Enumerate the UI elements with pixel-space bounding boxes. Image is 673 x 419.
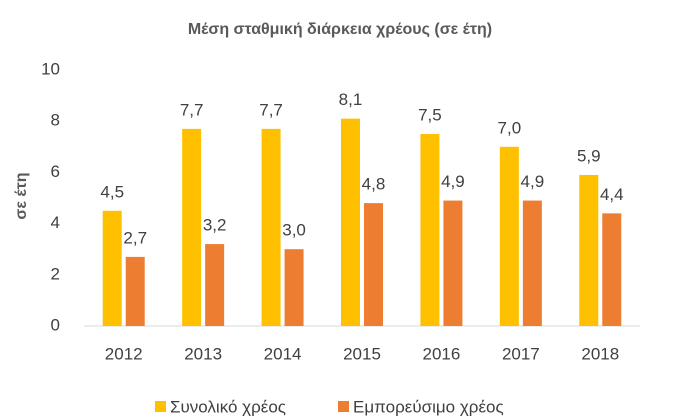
value-label: 8,1 [339, 90, 363, 109]
y-tick-label: 10 [41, 59, 60, 78]
y-tick-label: 2 [51, 264, 60, 283]
value-label: 5,9 [577, 146, 601, 165]
x-tick-label: 2017 [502, 344, 540, 363]
x-tick-label: 2018 [581, 344, 619, 363]
bar [499, 146, 519, 326]
value-label: 4,9 [521, 172, 545, 191]
value-label: 7,5 [418, 105, 442, 124]
value-label: 7,0 [498, 118, 522, 137]
legend-label: Συνολικό χρέος [170, 397, 286, 416]
bar [261, 128, 281, 326]
value-label: 3,2 [203, 216, 227, 235]
x-tick-label: 2016 [423, 344, 461, 363]
bar [102, 210, 122, 326]
x-tick-label: 2012 [105, 344, 143, 363]
x-tick-label: 2015 [343, 344, 381, 363]
legend-label: Εμπορεύσιμο χρέος [353, 397, 504, 416]
bar [125, 256, 145, 326]
legend-swatch [155, 401, 166, 412]
chart-title: Μέση σταθμική διάρκεια χρέους (σε έτη) [188, 21, 492, 38]
legend-swatch [338, 401, 349, 412]
value-label: 3,0 [282, 221, 306, 240]
y-tick-label: 0 [51, 315, 60, 334]
bar [579, 174, 599, 326]
bar [341, 118, 360, 326]
bar [284, 249, 304, 326]
value-label: 7,7 [259, 100, 283, 119]
y-tick-label: 6 [51, 162, 60, 181]
y-tick-label: 4 [51, 213, 60, 232]
x-tick-label: 2014 [264, 344, 302, 363]
bar [420, 134, 440, 326]
value-label: 7,7 [180, 100, 204, 119]
x-tick-label: 2013 [184, 344, 222, 363]
bar [182, 128, 202, 326]
value-label: 4,5 [100, 182, 124, 201]
value-label: 2,7 [123, 228, 147, 247]
value-label: 4,9 [441, 172, 465, 191]
bar [602, 213, 622, 326]
bar [522, 200, 542, 326]
y-tick-label: 8 [51, 111, 60, 130]
bar [443, 200, 463, 326]
y-axis-label: σε έτη [13, 172, 30, 219]
bar [364, 203, 383, 326]
bar [205, 244, 225, 326]
value-label: 4,4 [600, 185, 624, 204]
value-label: 4,8 [362, 175, 386, 194]
